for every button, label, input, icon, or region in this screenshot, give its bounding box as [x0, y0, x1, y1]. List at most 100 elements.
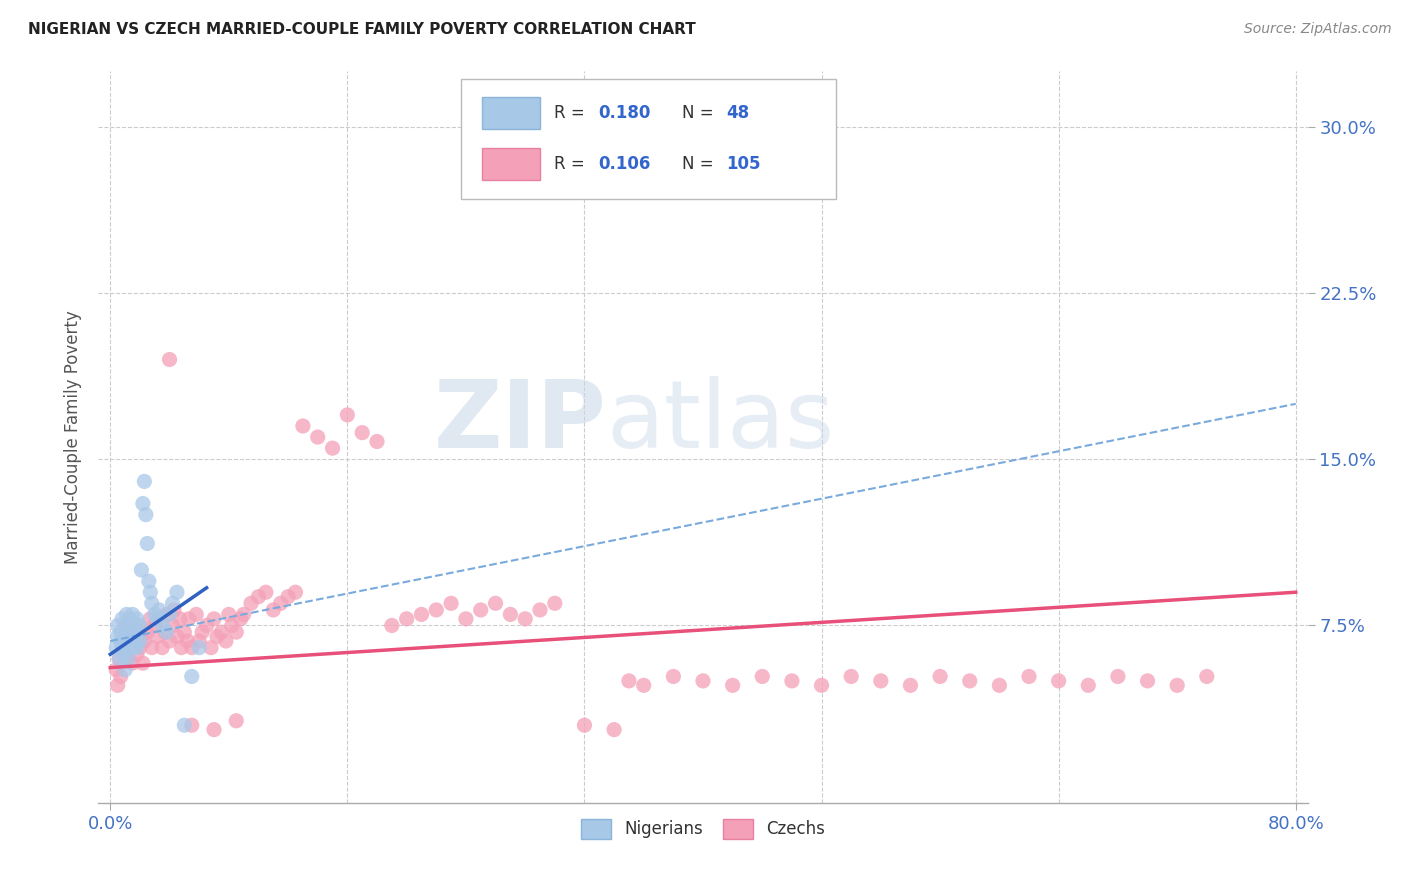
- Point: [900, 678, 922, 692]
- Point: [120, 640, 142, 655]
- Point: [143, 607, 166, 622]
- Point: [411, 607, 433, 622]
- Point: [117, 651, 139, 665]
- Point: [132, 497, 155, 511]
- Point: [169, 612, 191, 626]
- Point: [1166, 678, 1188, 692]
- Point: [117, 651, 139, 665]
- Point: [170, 640, 193, 655]
- Point: [125, 640, 148, 655]
- Point: [125, 648, 148, 662]
- Point: [662, 669, 685, 683]
- Point: [215, 634, 238, 648]
- Text: 48: 48: [725, 104, 749, 122]
- Text: R =: R =: [554, 155, 591, 173]
- Point: [1077, 678, 1099, 692]
- Point: [425, 603, 447, 617]
- Point: [122, 618, 145, 632]
- Text: 0.106: 0.106: [598, 155, 650, 173]
- Point: [247, 590, 270, 604]
- Point: [135, 508, 157, 522]
- Point: [173, 625, 195, 640]
- Point: [484, 596, 506, 610]
- Point: [134, 634, 156, 648]
- Point: [529, 603, 551, 617]
- Point: [180, 669, 202, 683]
- Point: [1047, 673, 1070, 688]
- Point: [721, 678, 744, 692]
- Point: [188, 640, 211, 655]
- Point: [780, 673, 803, 688]
- Point: [107, 630, 129, 644]
- Point: [869, 673, 891, 688]
- Point: [122, 630, 145, 644]
- Point: [195, 618, 218, 632]
- Point: [105, 663, 128, 677]
- Point: [262, 603, 284, 617]
- Point: [146, 612, 169, 626]
- Point: [118, 612, 141, 626]
- Point: [127, 618, 149, 632]
- Point: [1195, 669, 1218, 683]
- Point: [225, 714, 247, 728]
- Text: ZIP: ZIP: [433, 376, 606, 468]
- Point: [110, 634, 132, 648]
- Point: [155, 607, 177, 622]
- Point: [146, 630, 169, 644]
- Point: [232, 607, 254, 622]
- Text: 0.180: 0.180: [598, 104, 650, 122]
- Point: [617, 673, 640, 688]
- Point: [124, 634, 146, 648]
- Point: [810, 678, 832, 692]
- Point: [141, 640, 163, 655]
- Point: [188, 634, 211, 648]
- Point: [114, 663, 136, 677]
- Point: [115, 625, 138, 640]
- Point: [134, 475, 156, 489]
- Point: [121, 607, 143, 622]
- Point: [988, 678, 1011, 692]
- Point: [440, 596, 463, 610]
- Point: [143, 618, 166, 632]
- Point: [124, 634, 146, 648]
- Point: [202, 723, 225, 737]
- Point: [186, 607, 208, 622]
- Point: [221, 618, 243, 632]
- Point: [544, 596, 567, 610]
- Point: [108, 651, 131, 665]
- Point: [111, 640, 134, 655]
- Point: [117, 618, 139, 632]
- Point: [1136, 673, 1159, 688]
- Point: [121, 656, 143, 670]
- Point: [352, 425, 374, 440]
- Point: [155, 625, 177, 640]
- Point: [136, 536, 159, 550]
- Point: [110, 625, 132, 640]
- Point: [115, 607, 138, 622]
- Point: [148, 612, 170, 626]
- Point: [131, 563, 153, 577]
- Point: [1107, 669, 1129, 683]
- Text: Source: ZipAtlas.com: Source: ZipAtlas.com: [1244, 22, 1392, 37]
- Point: [322, 441, 344, 455]
- Text: NIGERIAN VS CZECH MARRIED-COUPLE FAMILY POVERTY CORRELATION CHART: NIGERIAN VS CZECH MARRIED-COUPLE FAMILY …: [28, 22, 696, 37]
- Point: [162, 596, 184, 610]
- Point: [751, 669, 773, 683]
- Point: [366, 434, 388, 449]
- Point: [166, 585, 188, 599]
- Point: [225, 625, 247, 640]
- Point: [159, 634, 181, 648]
- Point: [336, 408, 359, 422]
- Point: [162, 618, 184, 632]
- Point: [307, 430, 329, 444]
- Y-axis label: Married-Couple Family Poverty: Married-Couple Family Poverty: [65, 310, 83, 564]
- Point: [254, 585, 277, 599]
- Point: [470, 603, 492, 617]
- Point: [270, 596, 292, 610]
- Point: [118, 640, 141, 655]
- Text: 105: 105: [725, 155, 761, 173]
- Point: [107, 618, 129, 632]
- Point: [202, 612, 225, 626]
- Point: [381, 618, 404, 632]
- Point: [131, 630, 153, 644]
